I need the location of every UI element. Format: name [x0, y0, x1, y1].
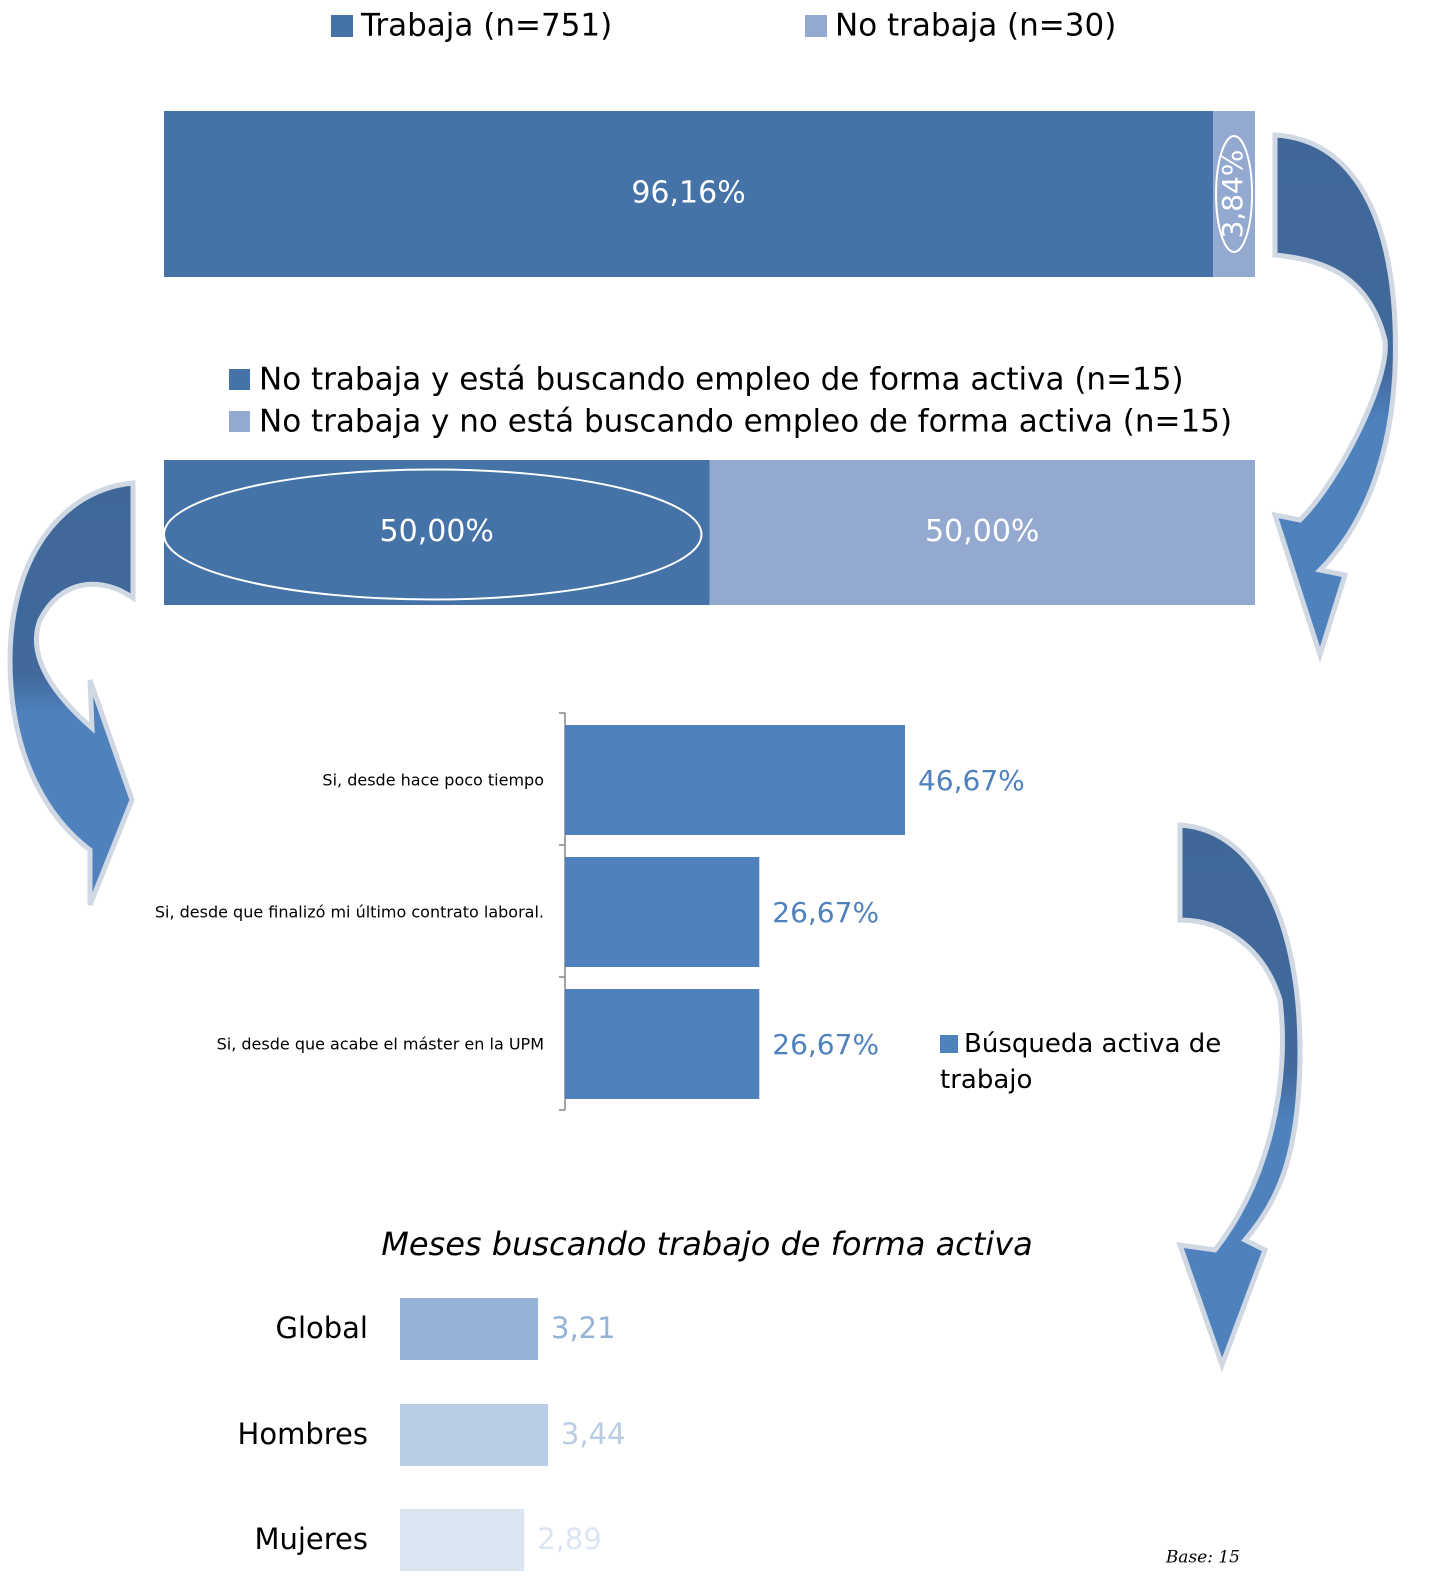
bar-segment	[164, 111, 1214, 277]
legend-label: No trabaja (n=30)	[835, 8, 1116, 44]
legend-swatch	[940, 1035, 958, 1053]
category-label: Si, desde que finalizó mi último contrat…	[155, 903, 544, 922]
value-label: 2,89	[537, 1522, 602, 1556]
value-label: 3,84%	[1216, 150, 1249, 239]
bar	[565, 857, 760, 967]
legend-swatch	[229, 369, 250, 390]
value-label: 26,67%	[772, 1028, 879, 1061]
arrow-left	[7, 480, 136, 906]
legend-label: Búsqueda activa de trabajo	[940, 1029, 1222, 1095]
legend-swatch	[805, 15, 827, 37]
chart-title: Meses buscando trabajo de forma activa	[381, 1225, 1033, 1263]
highlight-ellipse	[163, 468, 703, 601]
arrow-right-bottom	[1176, 822, 1303, 1373]
value-label: 46,67%	[918, 764, 1025, 797]
value-label: 3,21	[551, 1311, 616, 1345]
value-label: 50,00%	[380, 514, 494, 549]
highlight-ellipse	[1215, 135, 1254, 253]
category-label: Si, desde que acabe el máster en la UPM	[217, 1035, 544, 1054]
arrow-right-top	[1271, 132, 1398, 664]
legend-label: Trabaja (n=751)	[360, 8, 612, 44]
value-label: 3,44	[561, 1417, 626, 1451]
bar	[565, 989, 760, 1099]
category-label: Si, desde hace poco tiempo	[322, 771, 544, 790]
legend-label: No trabaja y está buscando empleo de for…	[259, 362, 1184, 398]
value-label: 96,16%	[631, 176, 745, 211]
bar	[400, 1509, 525, 1571]
value-label: 50,00%	[925, 514, 1039, 549]
legend-wrap: Búsqueda activa de trabajo	[940, 1026, 1230, 1098]
legend-entry: Búsqueda activa de trabajo	[940, 1026, 1230, 1098]
charts: Trabaja (n=751) 96,16% No trabaja (n=30) 3,…	[155, 8, 1255, 1571]
category-label: Global	[275, 1311, 368, 1345]
legend-swatch	[331, 15, 353, 37]
bar	[400, 1298, 539, 1360]
value-label: 26,67%	[772, 896, 879, 929]
bar	[400, 1404, 548, 1466]
bar-segment	[1213, 111, 1255, 277]
legend-swatch	[229, 411, 250, 432]
bar-segment	[709, 460, 1255, 605]
footnote: Base: 15	[1165, 1548, 1240, 1568]
category-label: Mujeres	[254, 1522, 368, 1556]
bar	[565, 725, 905, 835]
category-label: Hombres	[238, 1417, 368, 1451]
legend-label: No trabaja y no está buscando empleo de …	[259, 404, 1232, 440]
